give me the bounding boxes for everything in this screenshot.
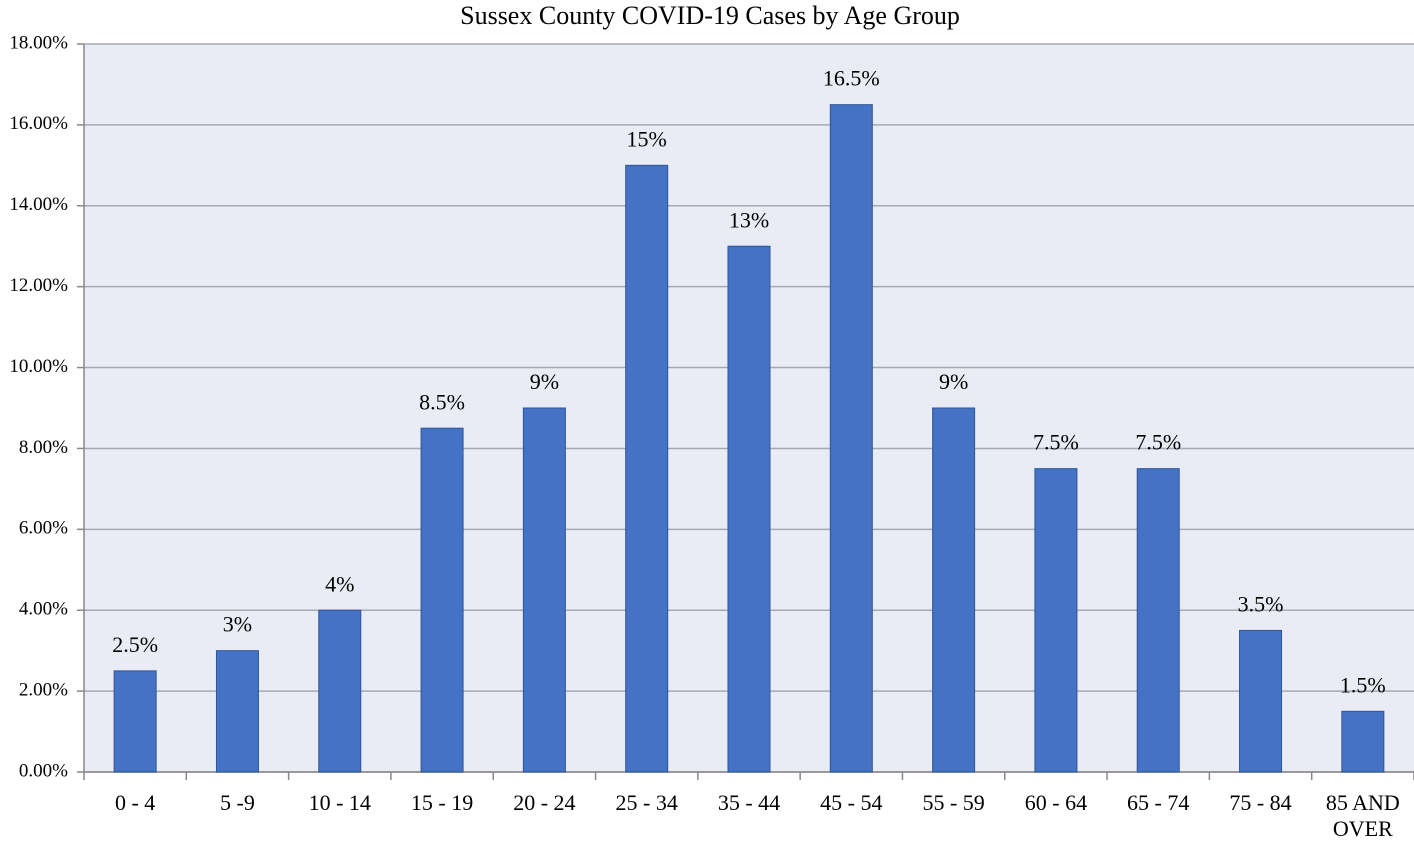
x-tick-label: 75 - 84	[1229, 790, 1292, 815]
x-tick-label: 10 - 14	[308, 790, 371, 815]
bar	[1239, 629, 1283, 773]
data-label: 1.5%	[1340, 672, 1386, 697]
data-label: 3%	[223, 612, 252, 637]
y-tick-label: 12.00%	[9, 275, 68, 296]
x-tick-label: 35 - 44	[717, 790, 781, 815]
y-tick-label: 16.00%	[9, 113, 68, 134]
data-label: 9%	[530, 369, 559, 394]
x-tick-label: 55 - 59	[922, 790, 985, 815]
data-label: 4%	[325, 571, 354, 596]
x-tick-label: 25 - 34	[615, 790, 678, 815]
y-tick-label: 18.00%	[9, 32, 68, 53]
bar	[113, 670, 157, 773]
y-tick-label: 14.00%	[9, 194, 68, 215]
data-label: 16.5%	[823, 66, 880, 91]
y-tick-label: 2.00%	[19, 679, 68, 700]
x-tick-label: 60 - 64	[1024, 790, 1088, 815]
data-label: 13%	[729, 207, 769, 232]
y-tick-label: 4.00%	[19, 599, 68, 620]
y-tick-label: 0.00%	[19, 760, 68, 781]
bar	[829, 104, 873, 773]
bar	[1136, 468, 1180, 773]
bar	[625, 164, 669, 773]
bar	[727, 245, 771, 773]
y-tick-label: 8.00%	[19, 437, 68, 458]
x-tick-label: 15 - 19	[410, 790, 474, 815]
y-tick-label: 10.00%	[9, 356, 68, 377]
bar	[420, 427, 464, 773]
bar	[932, 407, 976, 773]
x-tick-label: 65 - 74	[1127, 790, 1190, 815]
data-label: 9%	[939, 369, 968, 394]
data-label: 2.5%	[112, 632, 158, 657]
chart-title: Sussex County COVID-19 Cases by Age Grou…	[460, 1, 960, 30]
bar	[215, 650, 259, 773]
data-label: 3.5%	[1238, 591, 1284, 616]
data-label: 7.5%	[1033, 430, 1079, 455]
bar	[318, 609, 362, 773]
data-label: 8.5%	[419, 389, 465, 414]
data-label: 15%	[627, 126, 667, 151]
x-tick-label: 85 AND OVER	[1325, 790, 1400, 841]
y-tick-label: 6.00%	[19, 518, 68, 539]
bar	[522, 407, 566, 773]
data-label: 7.5%	[1135, 430, 1181, 455]
bar	[1034, 468, 1078, 773]
x-tick-label: 5 -9	[220, 790, 255, 815]
bar	[1341, 710, 1385, 773]
x-tick-label: 20 - 24	[513, 790, 576, 815]
x-tick-label: 45 - 54	[820, 790, 883, 815]
x-tick-label: 0 - 4	[114, 790, 156, 815]
